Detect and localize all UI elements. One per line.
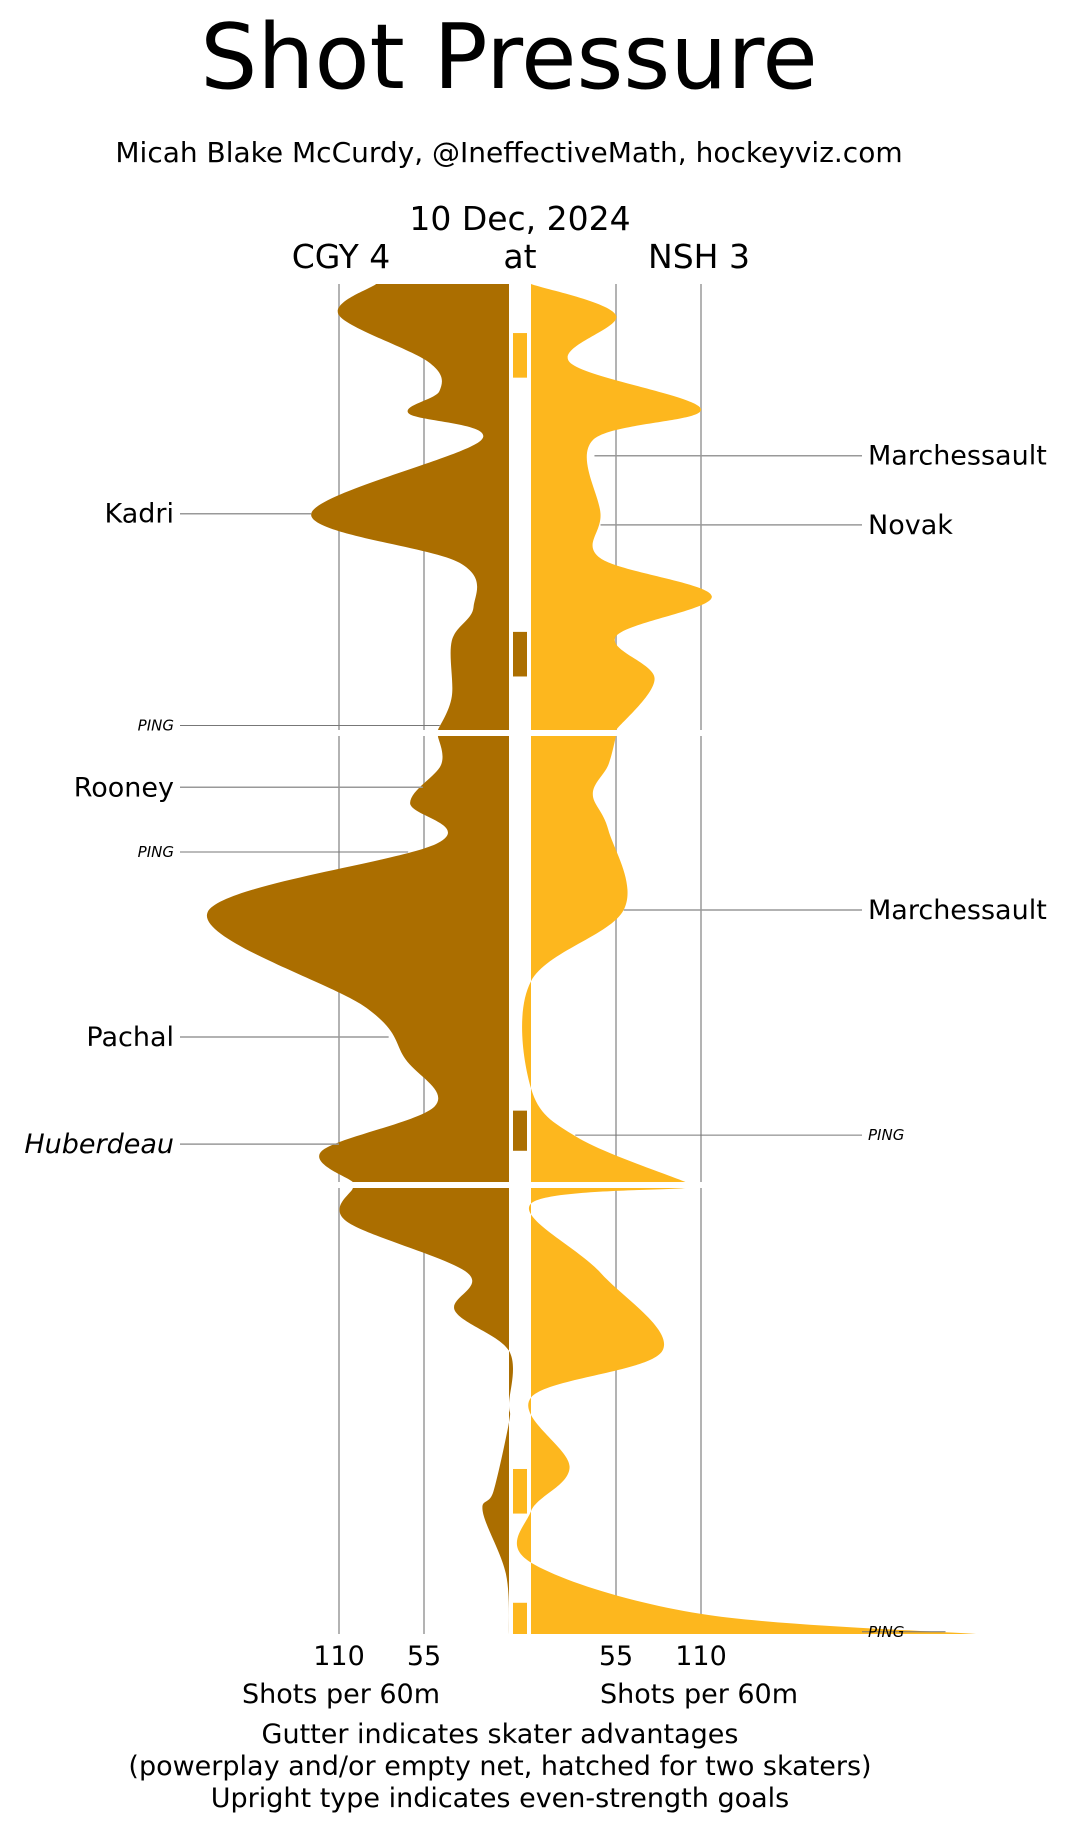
goal-label: Rooney [74,772,174,803]
goal-label: Novak [868,510,953,541]
area-cgy-period-2 [206,736,509,1182]
x-axis-label-left: Shots per 60m [242,1679,440,1710]
footer-note-1: Gutter indicates skater advantages [262,1719,739,1750]
footer-note-2: (powerplay and/or empty net, hatched for… [128,1751,871,1782]
goal-label: Marchessault [868,441,1047,472]
pressure-areas [206,284,977,1634]
x-axis-label-right: Shots per 60m [600,1679,798,1710]
goal-label: Kadri [104,499,174,530]
advantage-nsh [513,1602,527,1634]
goal-label: PING [138,843,174,861]
x-axis-ticks: 55 55 110 110 [313,1641,727,1672]
goal-annotations: Kadri PING Rooney PING Pachal Huberdeau Marche… [24,441,1046,1641]
game-date: 10 Dec, 2024 [409,199,630,238]
home-team-score: NSH 3 [648,237,750,276]
advantage-gutter [513,333,527,1634]
advantage-nsh [513,1468,527,1514]
x-tick-right: 55 [599,1641,633,1672]
area-cgy-period-1 [311,284,509,730]
area-cgy-period-3 [339,1188,513,1634]
area-nsh-period-3 [516,1188,977,1634]
away-team-score: CGY 4 [292,237,391,276]
goal-label: PING [138,717,174,735]
footer-note-3: Upright type indicates even-strength goa… [211,1783,789,1814]
area-nsh-period-1 [531,284,712,730]
advantage-cgy [513,1110,527,1151]
area-nsh-period-2 [522,736,686,1182]
chart-title: Shot Pressure [200,5,817,110]
goal-label: Pachal [86,1022,174,1053]
x-tick-left: 55 [407,1641,441,1672]
chart-subtitle: Micah Blake McCurdy, @IneffectiveMath, h… [115,136,902,169]
goal-label: PING [868,1623,904,1641]
x-tick-right: 110 [675,1641,727,1672]
at-label: at [503,237,536,276]
advantage-nsh [513,333,527,378]
x-tick-left: 110 [313,1641,365,1672]
advantage-cgy [513,631,527,677]
goal-label: PING [868,1126,904,1144]
goal-label: Marchessault [868,895,1047,926]
goal-label: Huberdeau [24,1129,174,1160]
